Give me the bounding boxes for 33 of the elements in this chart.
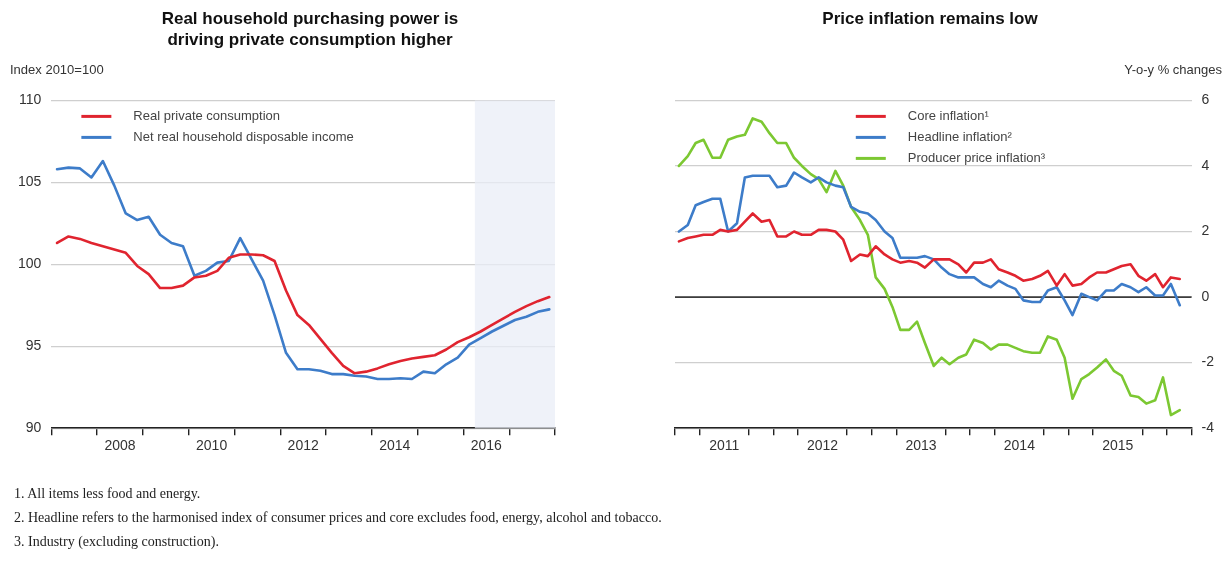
y-axis-title: Index 2010=100 xyxy=(10,62,104,77)
y-tick-label: 6 xyxy=(1201,91,1210,108)
y-tick-label: 100 xyxy=(18,255,42,272)
x-tick-label: 2015 xyxy=(1102,437,1134,454)
text: 1. All items less food and energy. xyxy=(14,485,202,503)
legend-label: Producer price inflation³ xyxy=(907,149,1046,165)
y-axis-title: Y-o-y % changes xyxy=(1124,62,1222,77)
y-tick-label: 95 xyxy=(25,337,42,354)
legend-label: Headline inflation² xyxy=(907,128,1013,144)
x-tick-label: 2008 xyxy=(104,437,136,454)
y-tick-label: 4 xyxy=(1201,156,1210,173)
chart-title: Real household purchasing power is driving private consumption higher xyxy=(160,8,460,50)
legend-label: Real private consumption xyxy=(133,107,281,123)
legend-label: Net real household disposable income xyxy=(133,128,354,144)
y-tick-label: -4 xyxy=(1201,419,1215,436)
x-tick-label: 2014 xyxy=(1003,437,1036,454)
text: 2. Headline refers to the harmonised index of consumer prices and core excludes food, energy, alcohol and tobacco. xyxy=(14,509,662,527)
x-tick-label: 2012 xyxy=(807,437,839,454)
y-tick-label: 2 xyxy=(1201,222,1210,239)
y-tick-label: -2 xyxy=(1201,353,1215,370)
x-tick-label: 2012 xyxy=(287,437,319,454)
text: 3. Industry (excluding construction). xyxy=(14,533,220,551)
x-tick-label: 2016 xyxy=(470,437,503,454)
x-tick-label: 2011 xyxy=(709,437,740,454)
x-tick-label: 2013 xyxy=(905,437,937,454)
legend-label: Core inflation¹ xyxy=(907,107,990,123)
y-tick-label: 110 xyxy=(19,91,42,108)
x-tick-label: 2014 xyxy=(379,437,411,454)
y-tick-label: 105 xyxy=(18,173,42,190)
chart-title: Price inflation remains low xyxy=(821,8,1039,29)
y-tick-label: 0 xyxy=(1201,287,1210,304)
x-tick-label: 2010 xyxy=(196,437,228,454)
y-tick-label: 90 xyxy=(25,419,42,436)
